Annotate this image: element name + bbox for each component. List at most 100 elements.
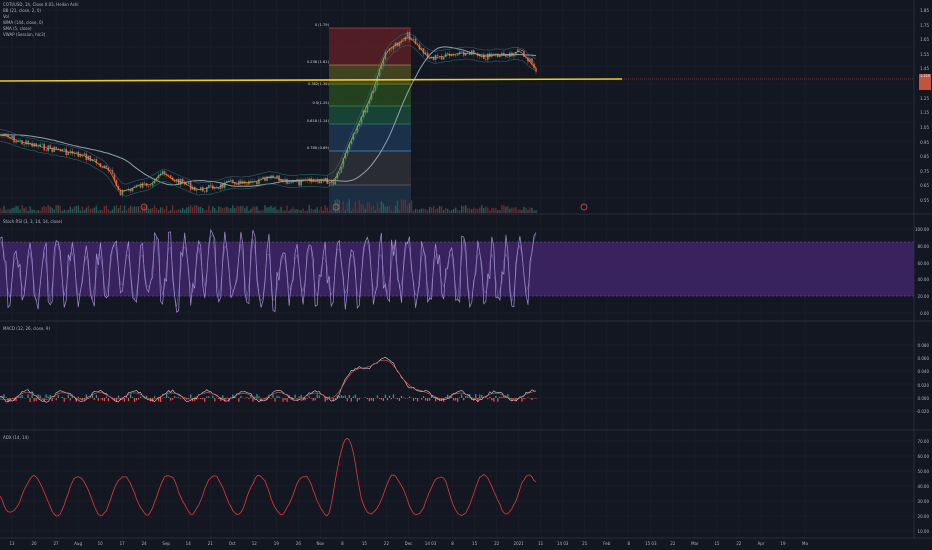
volume-bar <box>424 209 427 213</box>
volume-bar <box>53 209 55 213</box>
macd-hist-bar <box>97 398 99 401</box>
volume-bar <box>300 210 302 213</box>
stoch-legend[interactable]: Stoch RSI (3, 3, 14, 14, close) <box>3 219 63 224</box>
candle-body <box>298 179 300 186</box>
macd-hist-bar <box>55 398 57 401</box>
macd-hist-bar <box>248 398 250 400</box>
macd-hist-bar <box>51 398 53 402</box>
candle-body <box>416 43 419 45</box>
adx-legend[interactable]: ADX (14, 14) <box>3 435 29 440</box>
candle-body <box>89 155 92 161</box>
fib-zone-0618-0786 <box>329 124 411 151</box>
candle-body <box>312 180 314 183</box>
volume-bar <box>310 208 312 213</box>
macd-hist-bar <box>1 396 3 398</box>
candle-body <box>282 179 284 182</box>
event-marker[interactable] <box>140 203 148 211</box>
macd-hist-bar <box>318 395 320 398</box>
candle-body <box>115 180 118 187</box>
macd-hist-bar <box>166 394 168 398</box>
volume-bar <box>525 207 527 213</box>
volume-bar <box>430 207 433 213</box>
main-legend[interactable]: COTI/USD, 1h, Close 0.03, Heikin Ashi BB… <box>3 2 79 38</box>
horizontal-line[interactable] <box>0 78 623 82</box>
candle-body <box>507 56 509 58</box>
volume-bar <box>479 207 481 213</box>
candle-body <box>446 53 449 55</box>
macd-hist-bar <box>402 397 405 398</box>
macd-hist-bar <box>294 394 296 398</box>
volume-bar <box>214 208 216 213</box>
candle-body <box>280 179 282 182</box>
volume-bar <box>97 210 100 213</box>
candle-body <box>67 151 70 156</box>
macd-hist-bar <box>388 395 391 398</box>
fib-zone-0786-1 <box>329 151 411 185</box>
adx-tick-label: 60.00 <box>917 454 929 459</box>
event-marker[interactable] <box>332 203 340 211</box>
candle-body <box>382 59 385 65</box>
macd-hist-bar <box>180 398 182 399</box>
candle-body <box>360 116 363 124</box>
fib-label-0786: 0.786 (0.89) <box>306 146 329 150</box>
volume-bar <box>330 209 332 213</box>
macd-hist-bar <box>258 396 260 398</box>
candle-body <box>214 188 216 190</box>
legend-line-vol[interactable]: Vol <box>3 14 9 19</box>
macd-hist-bar <box>274 398 276 402</box>
volume-bar <box>139 210 142 213</box>
volume-bar <box>21 205 23 213</box>
time-tick-label: 11 <box>538 541 544 546</box>
legend-line-wma[interactable]: WMA (144, close, 0) <box>3 20 44 25</box>
macd-hist-bar <box>358 398 360 400</box>
volume-bar <box>11 208 13 213</box>
candle-body <box>47 145 49 151</box>
candle-body <box>195 189 198 191</box>
volume-bar <box>147 208 150 213</box>
volume-bar <box>481 205 483 213</box>
macd-hist-bar <box>312 398 314 401</box>
candle-body <box>183 182 186 185</box>
volume-bar <box>302 208 304 213</box>
legend-line-bb[interactable]: BB (21, close, 2, 0) <box>3 8 41 13</box>
candle-body <box>320 180 322 184</box>
candle-body <box>149 185 152 187</box>
volume-bar <box>238 206 240 213</box>
volume-bar <box>37 210 39 213</box>
volume-bar <box>507 205 509 213</box>
fib-retracement[interactable] <box>329 27 411 213</box>
candle-body <box>376 76 379 86</box>
candle-body <box>232 179 234 183</box>
macd-hist-bar <box>172 398 174 400</box>
macd-hist-bar <box>392 394 395 398</box>
macd-hist-bar <box>27 394 29 398</box>
macd-legend[interactable]: MACD (12, 26, close, 9) <box>3 326 51 331</box>
volume-bar <box>240 206 242 213</box>
candle-body <box>187 182 190 185</box>
volume-bar <box>167 210 170 213</box>
macd-hist-bar <box>17 395 19 398</box>
event-marker[interactable] <box>580 203 588 211</box>
volume-bar <box>529 207 531 213</box>
macd-hist-bar <box>302 398 304 400</box>
macd-hist-bar <box>182 398 184 399</box>
candle-body <box>434 55 437 60</box>
volume-bar <box>258 210 260 213</box>
legend-line-sma[interactable]: SMA (5, close) <box>3 26 32 31</box>
macd-hist-bar <box>168 396 170 398</box>
volume-bar <box>208 205 210 213</box>
candle-body <box>262 177 264 179</box>
macd-hist-bar <box>292 398 294 401</box>
symbol-label[interactable]: COTI/USD, 1h, Close 0.03, Heikin Ashi <box>3 2 79 7</box>
volume-bar <box>374 210 377 213</box>
volume-bar <box>222 208 224 213</box>
macd-hist-bar <box>396 398 399 400</box>
volume-bar <box>177 209 180 213</box>
macd-hist-bar <box>346 398 348 402</box>
macd-hist-bar <box>463 398 465 401</box>
volume-bar <box>220 207 222 213</box>
time-tick-label: 15 <box>361 541 367 546</box>
legend-line-vwap[interactable]: VWAP (Session, hlc3) <box>3 32 46 37</box>
volume-bar <box>278 209 280 213</box>
